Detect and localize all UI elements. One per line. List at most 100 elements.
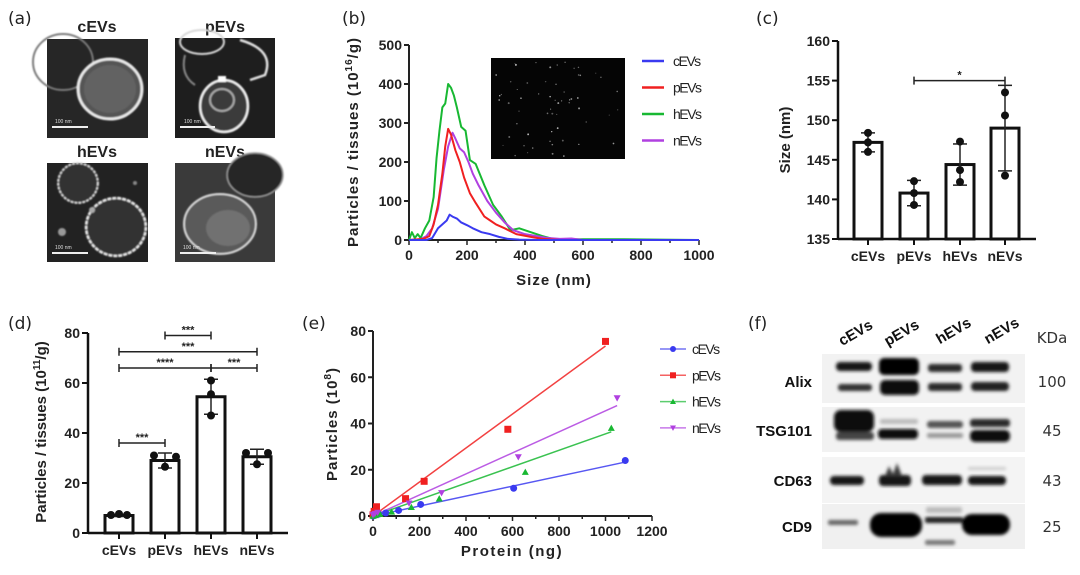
chart-d-sig-label: ***	[228, 357, 242, 369]
inset-particle	[556, 113, 558, 115]
blot-row-label: CD9	[782, 519, 812, 536]
chart-b-ytick-label: 100	[379, 193, 403, 209]
chart-c-data-point	[910, 177, 918, 186]
chart-d-ytick-label: 0	[72, 525, 80, 541]
chart-b-series-pEVs	[408, 127, 699, 241]
chart-e-ytick-label: 40	[350, 416, 366, 432]
inset-particle	[616, 90, 618, 93]
panel-label-d: (d)	[8, 314, 32, 334]
chart-d-data-point	[161, 462, 169, 471]
chart-d-data-point	[207, 411, 215, 420]
chart-b-ytick-label: 400	[379, 76, 403, 92]
inset-particle	[498, 95, 501, 97]
inset-particle	[531, 147, 534, 149]
scale-bar-label: 100 nm	[55, 119, 72, 125]
chart-e-xtick-label: 800	[547, 523, 571, 539]
tem-image-hevs: 100 nm	[47, 162, 148, 262]
chart-e-ytick-label: 20	[350, 462, 366, 478]
chart-e-xtick-label: 1200	[636, 523, 667, 539]
chart-b-xtick-label: 0	[405, 247, 413, 263]
panel-label-b: (b)	[342, 9, 366, 29]
chart-e-point-cEVs	[621, 457, 629, 464]
inset-particle	[576, 97, 579, 99]
inset-particle	[563, 91, 565, 93]
chart-d-yield-bar: Particles / tissues (1011/g) 0 20 40 60 80 cE…	[32, 325, 288, 558]
inset-particle	[550, 108, 552, 110]
chart-c-data-point	[864, 147, 872, 156]
chart-d-data-point	[253, 460, 261, 469]
chart-e-point-hEVs	[376, 510, 384, 517]
inset-particle	[527, 152, 529, 154]
blot-kda-value: 45	[1042, 422, 1061, 440]
blot-lane-label: hEVs	[933, 314, 974, 347]
chart-d-ytick-label: 20	[64, 475, 80, 491]
blot-kda-value: 43	[1042, 472, 1061, 490]
tem-image-cevs: 100 nm	[32, 33, 148, 138]
chart-b-ylabel: Particles / tissues (1016/g)	[344, 37, 362, 247]
chart-b-inset-image	[491, 58, 625, 159]
chart-e-point-nEVs	[405, 500, 413, 507]
chart-b-series-cEVs	[409, 213, 699, 241]
chart-e-fit-hEVs	[372, 431, 612, 517]
chart-d-sig-label: ***	[182, 325, 196, 337]
chart-e-point-cEVs	[395, 506, 403, 514]
chart-c-ytick-label: 140	[807, 191, 831, 207]
chart-d-data-point	[115, 510, 123, 518]
chart-b-ytick-label: 300	[379, 115, 403, 131]
chart-c-xtick-label: cEVs	[851, 248, 885, 264]
inset-particle	[535, 62, 537, 64]
chart-c-xtick-label: nEVs	[987, 248, 1022, 264]
chart-b-legend-label: hEVs	[673, 106, 702, 122]
inset-particle	[561, 100, 563, 102]
chart-e-point-hEVs	[607, 424, 615, 431]
chart-e-point-pEVs	[602, 337, 609, 345]
chart-e-xtick-label: 0	[369, 523, 377, 539]
inset-particle	[570, 98, 573, 100]
scale-bar-label: 100 nm	[183, 245, 200, 251]
chart-b-legend-label: pEVs	[673, 80, 702, 96]
inset-particle	[577, 66, 580, 69]
chart-e-point-pEVs	[420, 477, 428, 485]
chart-c-ytick-label: 145	[807, 152, 831, 168]
chart-d-bar-nEVs	[241, 455, 273, 535]
chart-d-xtick-label: pEVs	[147, 542, 182, 558]
blot-strip-alix	[822, 354, 1025, 403]
inset-particle	[526, 82, 529, 84]
chart-b-ytick-label: 500	[379, 37, 403, 53]
chart-e-point-hEVs	[435, 495, 443, 502]
chart-d-data-point	[264, 449, 272, 457]
inset-particle	[557, 102, 560, 105]
inset-particle	[612, 142, 615, 145]
blot-kda-value: 100	[1038, 373, 1067, 391]
inset-particle	[561, 139, 564, 142]
chart-e-point-cEVs	[510, 484, 518, 492]
chart-b-series-hEVs	[408, 83, 700, 241]
blot-lane-label: nEVs	[981, 314, 1022, 347]
chart-e-legend-label: pEVs	[692, 367, 721, 383]
chart-c-data-point	[910, 200, 918, 209]
chart-c-data-point	[1001, 111, 1009, 120]
inset-particle	[551, 112, 554, 115]
chart-e-xtick-label: 1000	[590, 523, 621, 539]
inset-particle	[538, 93, 540, 95]
chart-e-legend-marker	[670, 346, 676, 352]
chart-c-ytick-label: 135	[807, 231, 831, 247]
chart-e-legend-marker	[670, 372, 676, 379]
chart-d-bar-pEVs	[149, 459, 181, 535]
chart-d-xtick-label: hEVs	[193, 542, 228, 558]
inset-particle	[549, 140, 551, 143]
inset-particle	[507, 102, 510, 105]
chart-e-legend-label: hEVs	[692, 394, 721, 410]
inset-particle	[514, 154, 516, 157]
chart-b-xtick-label: 1000	[683, 247, 714, 263]
inset-particle	[502, 144, 504, 147]
chart-d-ytick-label: 60	[64, 375, 80, 391]
scale-bar-label: 100 nm	[184, 119, 201, 125]
chart-d-ytick-label: 80	[64, 325, 80, 341]
inset-particle	[527, 133, 530, 136]
inset-particle	[549, 66, 552, 69]
inset-particle	[514, 63, 517, 66]
chart-b-xtick-label: 400	[513, 247, 537, 263]
inset-particle	[546, 112, 549, 115]
chart-b-legend-label: cEVs	[673, 53, 701, 69]
